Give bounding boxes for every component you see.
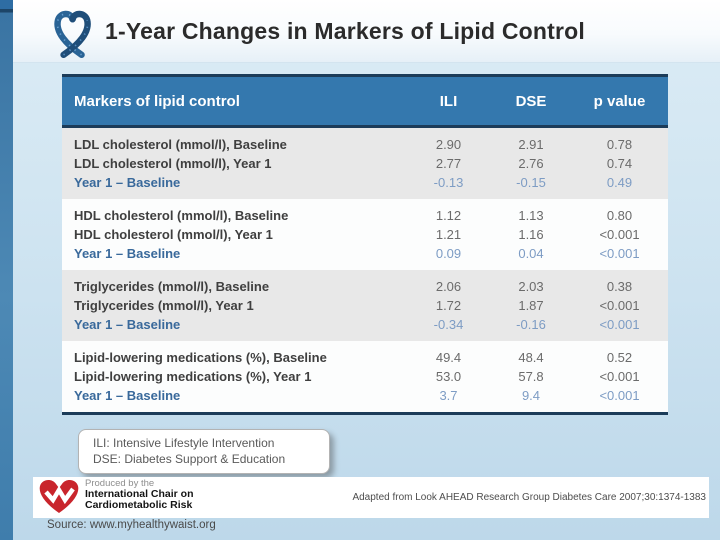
- column-header-ili: ILI: [439, 92, 458, 110]
- dse-delta-value: -0.16: [516, 317, 546, 332]
- row-label-delta: Year 1 – Baseline: [74, 388, 181, 403]
- ili-delta-value: -0.34: [433, 317, 464, 332]
- row-labels: Lipid-lowering medications (%), Baseline…: [62, 348, 406, 405]
- pvalue-values: 0.80 <0.001 <0.001: [571, 206, 668, 263]
- p-delta-value: <0.001: [599, 246, 640, 261]
- row-label-year1: LDL cholesterol (mmol/l), Year 1: [74, 156, 272, 171]
- dse-baseline-value: 48.4: [518, 350, 544, 365]
- dse-values: 2.03 1.87 -0.16: [491, 277, 571, 334]
- ili-baseline-value: 2.06: [435, 279, 462, 294]
- dse-baseline-value: 1.13: [518, 208, 544, 223]
- left-accent-bar: [0, 0, 13, 540]
- credits-band: [33, 477, 709, 518]
- citation-text: Adapted from Look AHEAD Research Group D…: [352, 492, 706, 503]
- ili-year1-value: 1.21: [435, 227, 462, 242]
- p-delta-value: <0.001: [599, 388, 640, 403]
- abbreviation-footnote-box: ILI: Intensive Lifestyle Intervention DS…: [78, 429, 330, 474]
- row-label-year1: Triglycerides (mmol/l), Year 1: [74, 298, 254, 313]
- slide-title: 1-Year Changes in Markers of Lipid Contr…: [105, 17, 585, 44]
- lipid-table: Markers of lipid control ILI DSE p value…: [62, 74, 668, 415]
- dse-values: 48.4 57.8 9.4: [491, 348, 571, 405]
- table-row-medications: Lipid-lowering medications (%), Baseline…: [62, 341, 668, 412]
- row-label-baseline: Triglycerides (mmol/l), Baseline: [74, 279, 270, 294]
- p-baseline-value: 0.52: [606, 350, 633, 365]
- source-text: Source: www.myhealthywaist.org: [47, 519, 216, 531]
- column-header-dse: DSE: [515, 92, 547, 110]
- row-label-baseline: LDL cholesterol (mmol/l), Baseline: [74, 137, 287, 152]
- row-labels: Triglycerides (mmol/l), Baseline Triglyc…: [62, 277, 406, 334]
- dse-year1-value: 1.87: [518, 298, 544, 313]
- footnote-line-ili: ILI: Intensive Lifestyle Intervention: [93, 436, 275, 450]
- table-header-row: Markers of lipid control ILI DSE p value: [62, 74, 668, 128]
- ili-delta-value: -0.13: [433, 175, 464, 190]
- ili-values: 1.12 1.21 0.09: [406, 206, 491, 263]
- dse-year1-value: 1.16: [518, 227, 544, 242]
- pvalue-values: 0.78 0.74 0.49: [571, 135, 668, 192]
- dse-delta-value: 0.04: [518, 246, 544, 261]
- ili-baseline-value: 1.12: [435, 208, 462, 223]
- ili-baseline-value: 2.90: [435, 137, 462, 152]
- table-row-ldl: LDL cholesterol (mmol/l), Baseline LDL c…: [62, 128, 668, 199]
- row-label-delta: Year 1 – Baseline: [74, 317, 181, 332]
- produced-by-label: Produced by the: [85, 478, 155, 489]
- ili-delta-value: 3.7: [439, 388, 458, 403]
- p-baseline-value: 0.38: [606, 279, 633, 294]
- measuring-ribbon-icon: [54, 10, 91, 58]
- org-name-line2: Cardiometabolic Risk: [85, 499, 193, 511]
- p-year1-value: 0.74: [606, 156, 633, 171]
- p-delta-value: <0.001: [599, 317, 640, 332]
- dse-delta-value: 9.4: [521, 388, 541, 403]
- row-label-delta: Year 1 – Baseline: [74, 175, 181, 190]
- dse-baseline-value: 2.91: [518, 137, 544, 152]
- p-delta-value: 0.49: [606, 175, 633, 190]
- row-labels: LDL cholesterol (mmol/l), Baseline LDL c…: [62, 135, 406, 192]
- table-row-hdl: HDL cholesterol (mmol/l), Baseline HDL c…: [62, 199, 668, 270]
- footnote-line-dse: DSE: Diabetes Support & Education: [93, 452, 286, 466]
- dse-baseline-value: 2.03: [518, 279, 544, 294]
- row-label-year1: Lipid-lowering medications (%), Year 1: [74, 369, 312, 384]
- ili-values: 49.4 53.0 3.7: [406, 348, 491, 405]
- ili-year1-value: 1.72: [435, 298, 462, 313]
- dse-values: 2.91 2.76 -0.15: [491, 135, 571, 192]
- organization-name: International Chair on Cardiometabolic R…: [85, 489, 194, 511]
- row-label-delta: Year 1 – Baseline: [74, 246, 181, 261]
- column-header-pvalue: p value: [593, 92, 646, 110]
- ili-values: 2.06 1.72 -0.34: [406, 277, 491, 334]
- row-label-year1: HDL cholesterol (mmol/l), Year 1: [74, 227, 273, 242]
- dse-year1-value: 57.8: [518, 369, 544, 384]
- row-labels: HDL cholesterol (mmol/l), Baseline HDL c…: [62, 206, 406, 263]
- dse-values: 1.13 1.16 0.04: [491, 206, 571, 263]
- dse-year1-value: 2.76: [518, 156, 544, 171]
- ili-year1-value: 53.0: [435, 369, 462, 384]
- table-body: LDL cholesterol (mmol/l), Baseline LDL c…: [62, 128, 668, 415]
- dse-delta-value: -0.15: [516, 175, 546, 190]
- ili-delta-value: 0.09: [435, 246, 462, 261]
- p-baseline-value: 0.78: [606, 137, 633, 152]
- org-name-line1: International Chair on: [85, 488, 194, 500]
- row-label-baseline: Lipid-lowering medications (%), Baseline: [74, 350, 327, 365]
- p-year1-value: <0.001: [599, 298, 640, 313]
- p-year1-value: <0.001: [599, 227, 640, 242]
- table-row-triglycerides: Triglycerides (mmol/l), Baseline Triglyc…: [62, 270, 668, 341]
- pvalue-values: 0.52 <0.001 <0.001: [571, 348, 668, 405]
- pvalue-values: 0.38 <0.001 <0.001: [571, 277, 668, 334]
- row-label-baseline: HDL cholesterol (mmol/l), Baseline: [74, 208, 289, 223]
- ili-baseline-value: 49.4: [435, 350, 462, 365]
- p-year1-value: <0.001: [599, 369, 640, 384]
- ili-values: 2.90 2.77 -0.13: [406, 135, 491, 192]
- ili-year1-value: 2.77: [435, 156, 462, 171]
- heart-logo-icon: [39, 480, 79, 513]
- p-baseline-value: 0.80: [606, 208, 633, 223]
- column-header-markers: Markers of lipid control: [74, 92, 240, 110]
- slide-header: 1-Year Changes in Markers of Lipid Contr…: [13, 0, 720, 63]
